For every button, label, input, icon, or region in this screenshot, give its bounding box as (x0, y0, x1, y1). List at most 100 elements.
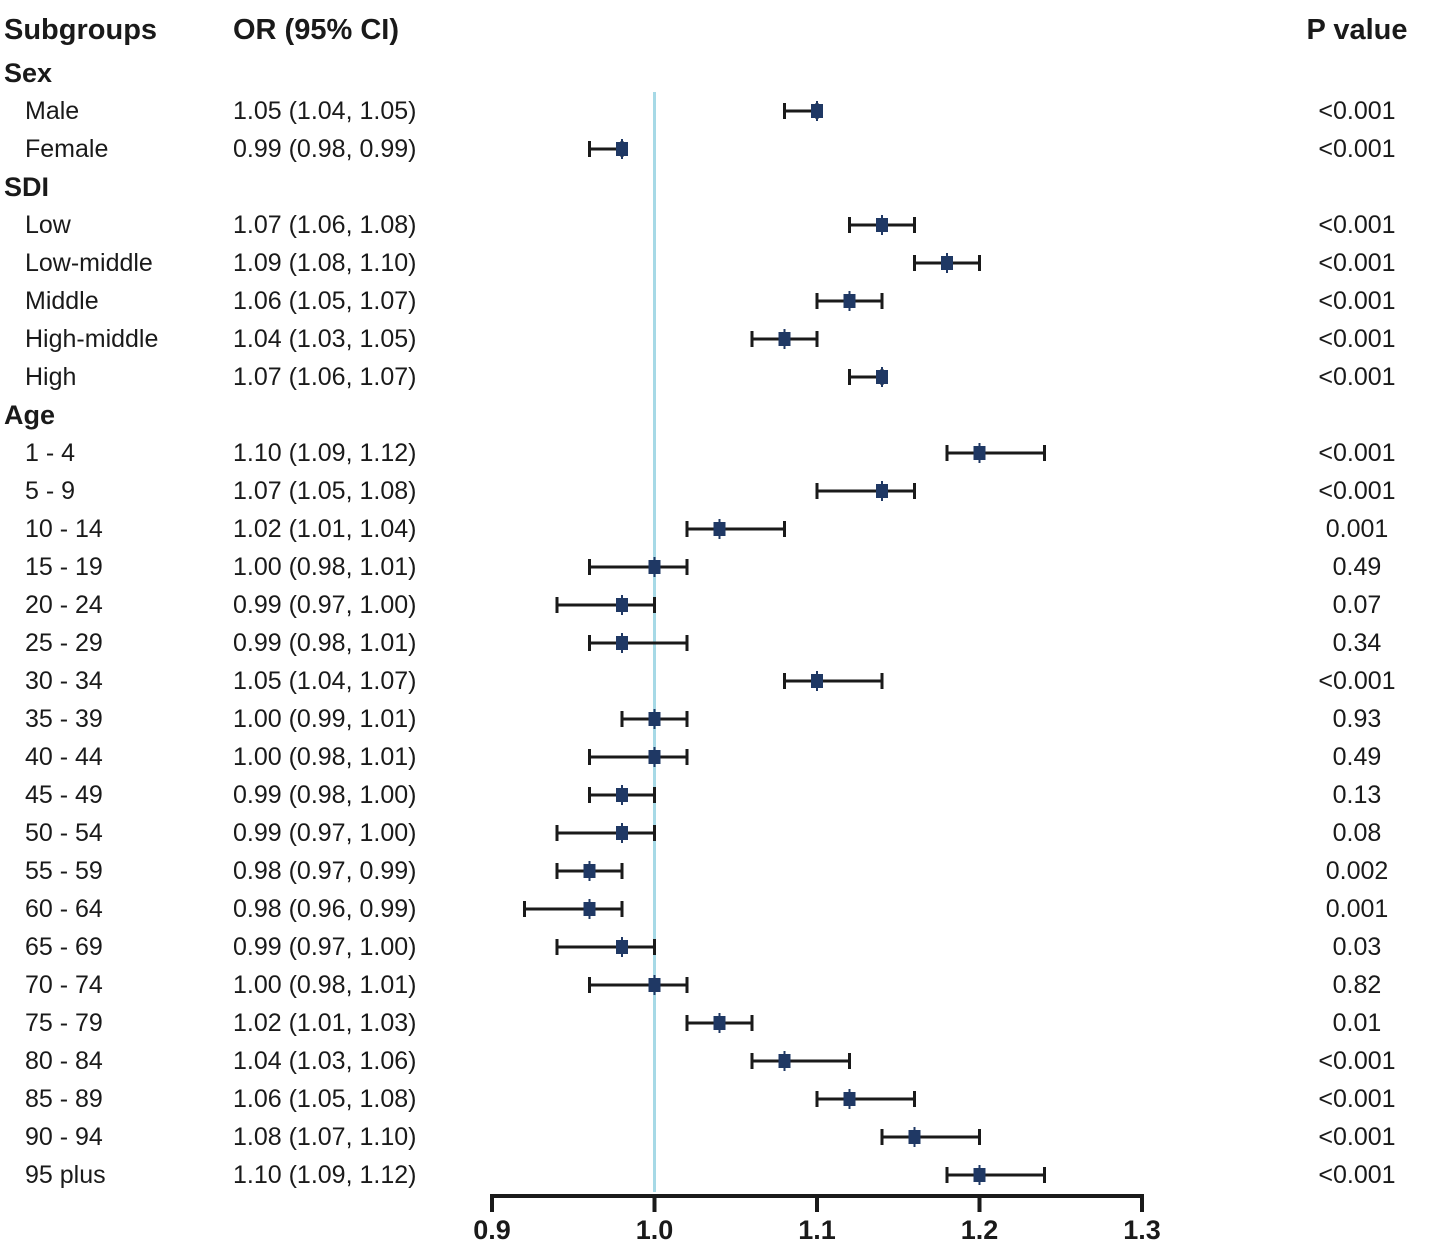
or-ci-value: 1.04 (1.03, 1.06) (233, 1047, 417, 1075)
forest-marker (616, 636, 628, 650)
row-label: High-middle (25, 325, 159, 353)
or-ci-value: 1.00 (0.98, 1.01) (233, 971, 417, 999)
p-value: 0.001 (1325, 895, 1389, 923)
p-value: <0.001 (1318, 439, 1396, 467)
row-label: Middle (25, 287, 99, 315)
or-ci-value: 1.02 (1.01, 1.03) (233, 1009, 417, 1037)
row-label: 55 - 59 (25, 857, 103, 885)
or-ci-value: 1.00 (0.98, 1.01) (233, 553, 417, 581)
x-axis-tick-label: 1.1 (798, 1215, 836, 1245)
forest-marker (648, 712, 661, 726)
forest-marker (876, 484, 888, 498)
or-ci-value: 0.99 (0.97, 1.00) (233, 819, 417, 847)
p-value: <0.001 (1318, 1085, 1396, 1113)
forest-marker (811, 674, 823, 688)
row-label: 80 - 84 (25, 1047, 103, 1075)
forest-marker (648, 978, 661, 992)
row-label: 45 - 49 (25, 781, 103, 809)
p-value: 0.01 (1332, 1009, 1382, 1037)
forest-marker (973, 1168, 986, 1182)
p-value: 0.07 (1332, 591, 1382, 619)
column-header-subgroups: Subgroups (4, 14, 158, 46)
row-label: 20 - 24 (25, 591, 103, 619)
p-value: <0.001 (1318, 1123, 1396, 1151)
p-value: 0.93 (1332, 705, 1382, 733)
or-ci-value: 1.00 (0.98, 1.01) (233, 743, 417, 771)
or-ci-value: 0.98 (0.96, 0.99) (233, 895, 417, 923)
p-value: 0.13 (1332, 781, 1382, 809)
row-label: 95 plus (25, 1161, 106, 1189)
row-label: 1 - 4 (25, 439, 76, 467)
row-label: 65 - 69 (25, 933, 103, 961)
forest-marker (648, 560, 661, 574)
p-value: 0.34 (1332, 629, 1382, 657)
row-label: 75 - 79 (25, 1009, 103, 1037)
or-ci-value: 0.99 (0.97, 1.00) (233, 933, 417, 961)
or-ci-value: 1.02 (1.01, 1.04) (233, 515, 417, 543)
or-ci-value: 1.04 (1.03, 1.05) (233, 325, 417, 353)
or-ci-value: 1.06 (1.05, 1.08) (233, 1085, 417, 1113)
forest-marker (616, 788, 628, 802)
row-label: Low (25, 211, 71, 239)
forest-marker (616, 142, 628, 156)
row-label: 35 - 39 (25, 705, 103, 733)
row-label: 90 - 94 (25, 1123, 103, 1151)
or-ci-value: 0.99 (0.97, 1.00) (233, 591, 417, 619)
row-label: 60 - 64 (25, 895, 103, 923)
p-value: 0.03 (1332, 933, 1382, 961)
forest-marker (843, 1092, 856, 1106)
row-label: 70 - 74 (25, 971, 103, 999)
or-ci-value: 1.10 (1.09, 1.12) (233, 439, 417, 467)
forest-marker (616, 826, 628, 840)
forest-marker (616, 940, 628, 954)
p-value: <0.001 (1318, 363, 1396, 391)
forest-marker (876, 218, 888, 232)
section-header: Age (4, 400, 56, 430)
or-ci-value: 1.07 (1.05, 1.08) (233, 477, 417, 505)
row-label: 25 - 29 (25, 629, 103, 657)
p-value: <0.001 (1318, 325, 1396, 353)
p-value: 0.08 (1332, 819, 1382, 847)
row-label: Female (25, 135, 109, 163)
p-value: 0.82 (1332, 971, 1382, 999)
p-value: <0.001 (1318, 97, 1396, 125)
forest-marker (778, 1054, 791, 1068)
row-label: 10 - 14 (25, 515, 103, 543)
p-value: <0.001 (1318, 667, 1396, 695)
forest-marker (973, 446, 986, 460)
forest-marker (778, 332, 791, 346)
or-ci-value: 0.98 (0.97, 0.99) (233, 857, 417, 885)
column-header-or-ci: OR (95% CI) (233, 14, 399, 46)
x-axis-tick-label: 1.2 (960, 1215, 999, 1245)
or-ci-value: 1.05 (1.04, 1.07) (233, 667, 417, 695)
p-value: <0.001 (1318, 287, 1396, 315)
p-value: <0.001 (1318, 135, 1396, 163)
row-label: 85 - 89 (25, 1085, 103, 1113)
forest-marker (648, 750, 661, 764)
p-value: <0.001 (1318, 1161, 1396, 1189)
row-label: 40 - 44 (25, 743, 103, 771)
or-ci-value: 1.10 (1.09, 1.12) (233, 1161, 417, 1189)
forest-marker (713, 522, 726, 536)
row-label: Male (25, 97, 80, 125)
column-header-p-value: P value (1306, 14, 1408, 46)
p-value: 0.002 (1325, 857, 1389, 885)
forest-marker (843, 294, 856, 308)
row-label: 50 - 54 (25, 819, 103, 847)
or-ci-value: 0.99 (0.98, 0.99) (233, 135, 417, 163)
p-value: <0.001 (1318, 211, 1396, 239)
forest-marker (811, 104, 823, 118)
or-ci-value: 1.08 (1.07, 1.10) (233, 1123, 417, 1151)
or-ci-value: 1.06 (1.05, 1.07) (233, 287, 417, 315)
forest-marker (876, 370, 888, 384)
forest-marker (583, 902, 596, 916)
p-value: 0.49 (1332, 743, 1382, 771)
p-value: 0.001 (1325, 515, 1389, 543)
row-label: Low-middle (25, 249, 153, 277)
row-label: 30 - 34 (25, 667, 103, 695)
forest-marker (583, 864, 596, 878)
row-label: 15 - 19 (25, 553, 103, 581)
x-axis-tick-label: 1.3 (1123, 1215, 1161, 1245)
